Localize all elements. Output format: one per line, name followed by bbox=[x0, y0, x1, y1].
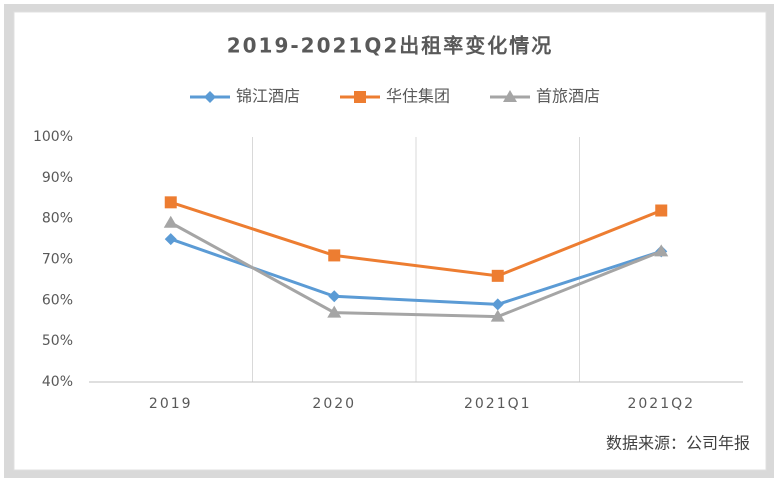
marker bbox=[164, 196, 177, 209]
y-tick-label: 90% bbox=[42, 170, 73, 186]
y-tick-label: 60% bbox=[42, 292, 73, 308]
marker bbox=[491, 298, 504, 311]
legend-label: 首旅酒店 bbox=[536, 87, 600, 106]
marker bbox=[163, 215, 178, 228]
marker bbox=[491, 269, 504, 282]
y-tick-label: 70% bbox=[42, 252, 73, 268]
marker bbox=[328, 249, 341, 262]
y-tick-label: 40% bbox=[42, 374, 73, 390]
y-tick-label: 100% bbox=[33, 129, 73, 145]
x-tick-label: 2021Q2 bbox=[627, 396, 695, 412]
legend-marker bbox=[503, 90, 517, 102]
legend-label: 锦江酒店 bbox=[236, 87, 300, 106]
x-tick-label: 2021Q1 bbox=[464, 396, 532, 412]
series-line bbox=[170, 200, 662, 278]
legend-marker bbox=[354, 91, 366, 103]
marker bbox=[328, 290, 341, 303]
marker bbox=[327, 305, 342, 318]
marker bbox=[655, 204, 668, 217]
x-tick-label: 2020 bbox=[312, 396, 356, 412]
marker bbox=[654, 244, 669, 257]
chart-title: 2019-2021Q2出租率变化情况 bbox=[227, 34, 554, 58]
x-tick-label: 2019 bbox=[149, 396, 193, 412]
marker bbox=[490, 309, 505, 322]
legend-marker bbox=[204, 91, 216, 103]
chart-area bbox=[13, 11, 767, 471]
y-tick-label: 80% bbox=[42, 211, 73, 227]
series-line bbox=[170, 221, 662, 319]
marker bbox=[164, 233, 177, 246]
legend-label: 华住集团 bbox=[386, 87, 450, 106]
source-note: 数据来源：公司年报 bbox=[606, 434, 750, 453]
y-tick-label: 50% bbox=[42, 333, 73, 349]
